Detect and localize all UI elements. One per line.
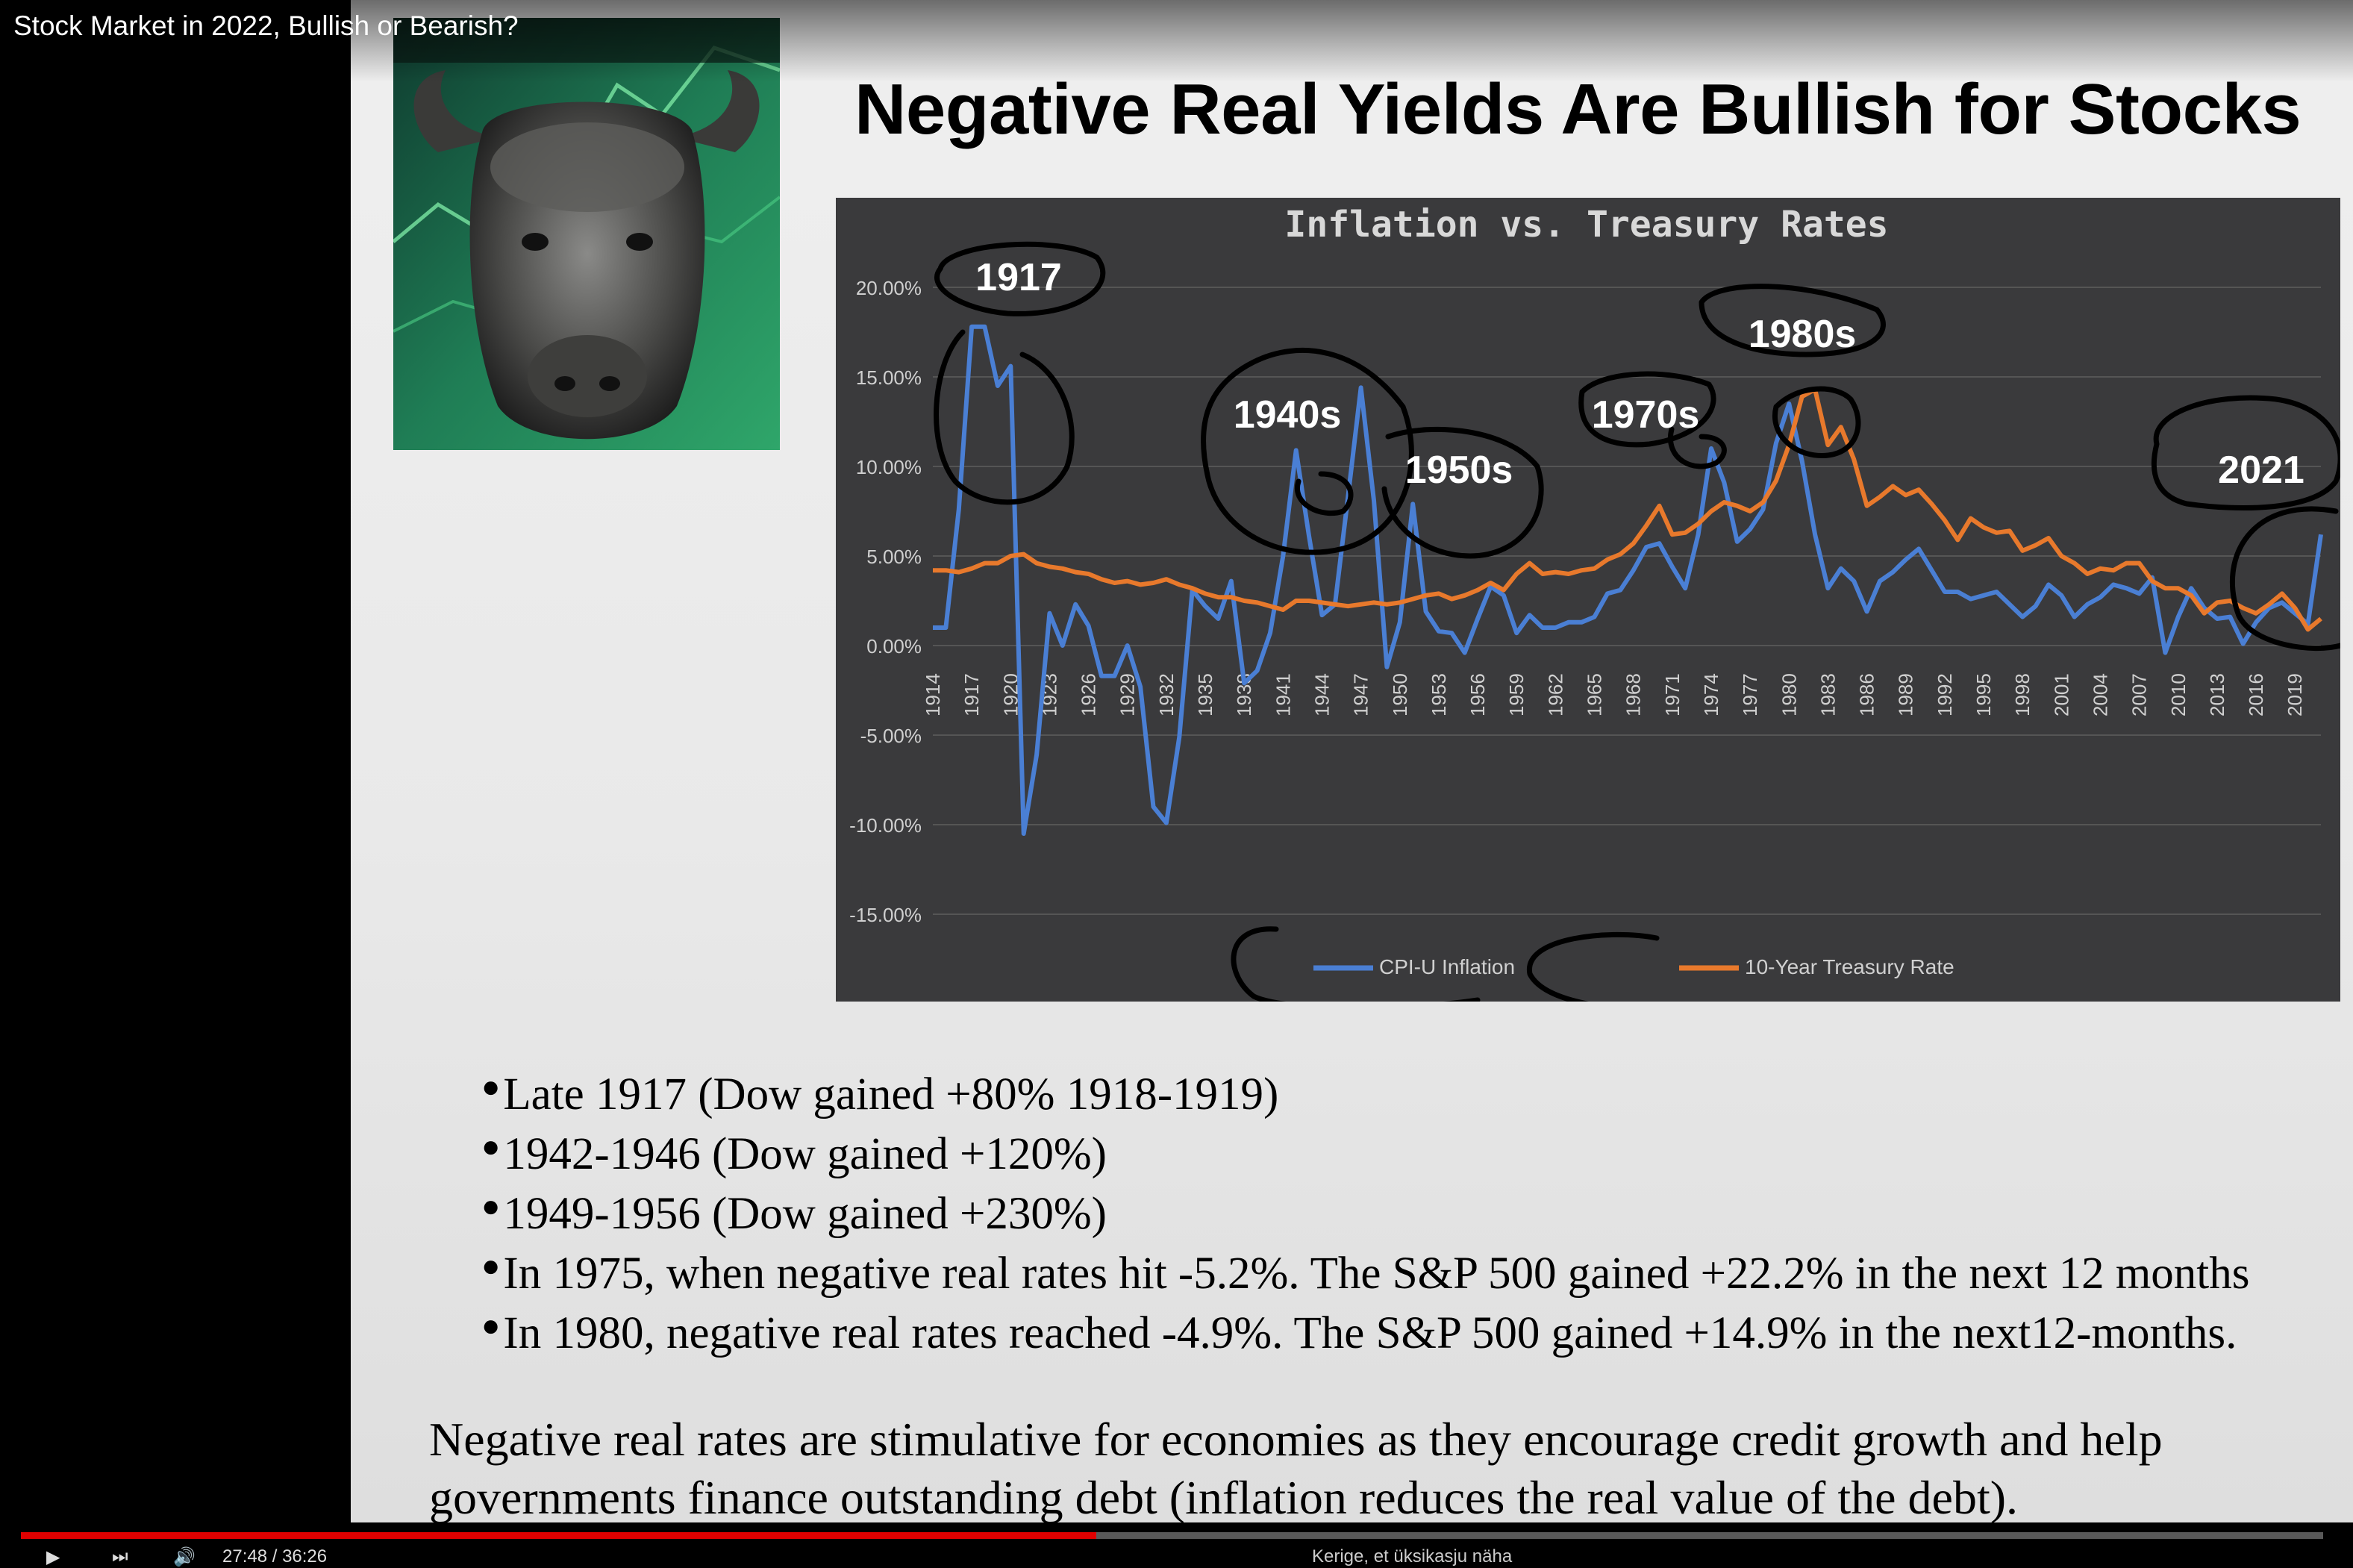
annotation-1970s: 1970s xyxy=(1592,393,1700,437)
x-tick-label: 2001 xyxy=(2050,673,2072,716)
annotation-1940s: 1940s xyxy=(1234,393,1342,437)
x-tick-label: 2016 xyxy=(2245,673,2267,716)
time-display: 27:48 / 36:26 xyxy=(222,1546,328,1567)
annotation-circle-1917-peak xyxy=(934,329,1075,505)
x-tick-label: 2019 xyxy=(2284,673,2306,716)
video-progress-bar[interactable] xyxy=(21,1532,2323,1539)
chart-svg: Inflation vs. Treasury Rates 20.00% 15.00… xyxy=(836,198,2340,1002)
annotation-circle-1980s xyxy=(1699,284,1886,357)
annotation-small-circle xyxy=(1294,471,1354,516)
annotation-circle-2021-data xyxy=(2230,506,2340,652)
video-letterbox-left xyxy=(0,0,351,1567)
x-tick-label: 1971 xyxy=(1661,673,1684,716)
handwritten-annotations xyxy=(934,241,2340,1002)
x-tick-label: 1977 xyxy=(1739,673,1761,716)
x-tick-label: 1935 xyxy=(1194,673,1216,716)
x-tick-label: 2007 xyxy=(2128,673,2151,716)
annotation-underline-legend-cpi xyxy=(1231,926,1481,1002)
x-tick-label: 1959 xyxy=(1505,673,1528,716)
legend-label: CPI-U Inflation xyxy=(1379,955,1515,978)
volume-icon[interactable]: 🔊 xyxy=(173,1547,196,1567)
annotation-circle-1917-label xyxy=(934,241,1106,316)
y-tick-label: 5.00% xyxy=(866,546,922,568)
chart-title: Inflation vs. Treasury Rates xyxy=(1284,204,1888,246)
x-tick-label: 2004 xyxy=(2089,673,2111,716)
x-tick-label: 1962 xyxy=(1544,673,1566,716)
y-tick-label: -5.00% xyxy=(860,725,922,747)
slide-bullet-list: ●Late 1917 (Dow gained +80% 1918-1919) ●… xyxy=(481,1067,2249,1366)
bullet-text: In 1980, negative real rates reached -4.… xyxy=(503,1308,2237,1358)
annotation-1950s: 1950s xyxy=(1405,449,1513,492)
inflation-treasury-chart: Inflation vs. Treasury Rates 20.00% 15.00… xyxy=(836,198,2340,1002)
y-tick-label: 20.00% xyxy=(856,277,922,299)
annotation-circle-1940s xyxy=(1201,348,1414,555)
x-tick-label: 1926 xyxy=(1078,673,1100,716)
legend-label: 10-Year Treasury Rate xyxy=(1745,955,1954,978)
annotation-circle-1980-peak xyxy=(1772,386,1861,459)
annotation-circle-2021 xyxy=(2151,395,2340,511)
video-title[interactable]: Stock Market in 2022, Bullish or Bearish… xyxy=(13,10,519,41)
video-controls: ▶ ⏭ 🔊 27:48 / 36:26 xyxy=(0,1542,2353,1567)
annotation-1980s: 1980s xyxy=(1749,313,1857,356)
x-tick-label: 1950 xyxy=(1389,673,1411,716)
x-tick-label: 1980 xyxy=(1778,673,1800,716)
next-icon[interactable]: ⏭ xyxy=(112,1546,128,1567)
y-tick-label: 10.00% xyxy=(856,456,922,478)
x-tick-label: 1965 xyxy=(1584,673,1606,716)
x-tick-label: 1929 xyxy=(1116,673,1139,716)
x-tick-label: 1992 xyxy=(1934,673,1956,716)
annotation-small-circle-1974 xyxy=(1667,426,1727,469)
scroll-hint: Kerige, et üksikasju näha xyxy=(1312,1546,1513,1567)
x-tick-label: 1932 xyxy=(1155,673,1178,716)
annotation-circle-1950s xyxy=(1381,426,1544,559)
play-icon[interactable]: ▶ xyxy=(46,1547,60,1567)
bull-statue-image xyxy=(393,18,780,450)
slide-title: Negative Real Yields Are Bullish for Sto… xyxy=(854,69,2302,149)
x-tick-label: 2010 xyxy=(2167,673,2190,716)
x-tick-label: 1986 xyxy=(1856,673,1878,716)
x-tick-label: 1956 xyxy=(1466,673,1489,716)
annotation-underline-legend-treasury xyxy=(1527,931,1660,1002)
y-tick-label: 15.00% xyxy=(856,366,922,389)
x-tick-label: 1953 xyxy=(1428,673,1450,716)
bullet-text: 1949-1956 (Dow gained +230%) xyxy=(503,1189,1107,1239)
bullet-item: ●1949-1956 (Dow gained +230%) xyxy=(481,1189,1107,1239)
bullet-item: ●In 1980, negative real rates reached -4… xyxy=(481,1308,2237,1358)
bullet-item: ●Late 1917 (Dow gained +80% 1918-1919) xyxy=(481,1069,1279,1119)
video-progress-fill xyxy=(21,1532,1096,1539)
slide-summary: Negative real rates are stimulative for … xyxy=(429,1413,2163,1524)
bullet-text: 1942-1946 (Dow gained +120%) xyxy=(503,1129,1107,1179)
bullet-item: ●1942-1946 (Dow gained +120%) xyxy=(481,1129,1107,1179)
x-tick-label: 1974 xyxy=(1700,673,1722,716)
x-tick-label: 1944 xyxy=(1310,673,1333,716)
x-tick-label: 1983 xyxy=(1816,673,1839,716)
x-tick-label: 1917 xyxy=(960,673,983,716)
bullet-text: Late 1917 (Dow gained +80% 1918-1919) xyxy=(503,1069,1279,1119)
x-tick-label: 1941 xyxy=(1272,673,1294,716)
bullet-item: ●In 1975, when negative real rates hit -… xyxy=(481,1249,2250,1299)
x-tick-label: 2013 xyxy=(2206,673,2228,716)
chart-background xyxy=(836,198,2340,1002)
x-tick-label: 1989 xyxy=(1895,673,1917,716)
x-tick-label: 1968 xyxy=(1622,673,1645,716)
annotation-circle-1970s xyxy=(1578,371,1716,448)
annotation-2021: 2021 xyxy=(2218,449,2304,492)
y-tick-label: -10.00% xyxy=(849,814,922,837)
series-line-cpi-inflation xyxy=(933,324,2323,836)
x-tick-label: 1998 xyxy=(2011,673,2034,716)
x-tick-label: 1947 xyxy=(1350,673,1372,716)
x-tick-label: 1995 xyxy=(1972,673,1995,716)
bullet-text: In 1975, when negative real rates hit -5… xyxy=(503,1249,2250,1299)
y-tick-label: -15.00% xyxy=(849,904,922,926)
x-tick-label: 1914 xyxy=(922,673,944,716)
series-line-treasury-rate xyxy=(933,387,2322,632)
annotation-1917: 1917 xyxy=(975,256,1062,299)
y-tick-label: 0.00% xyxy=(866,635,922,658)
